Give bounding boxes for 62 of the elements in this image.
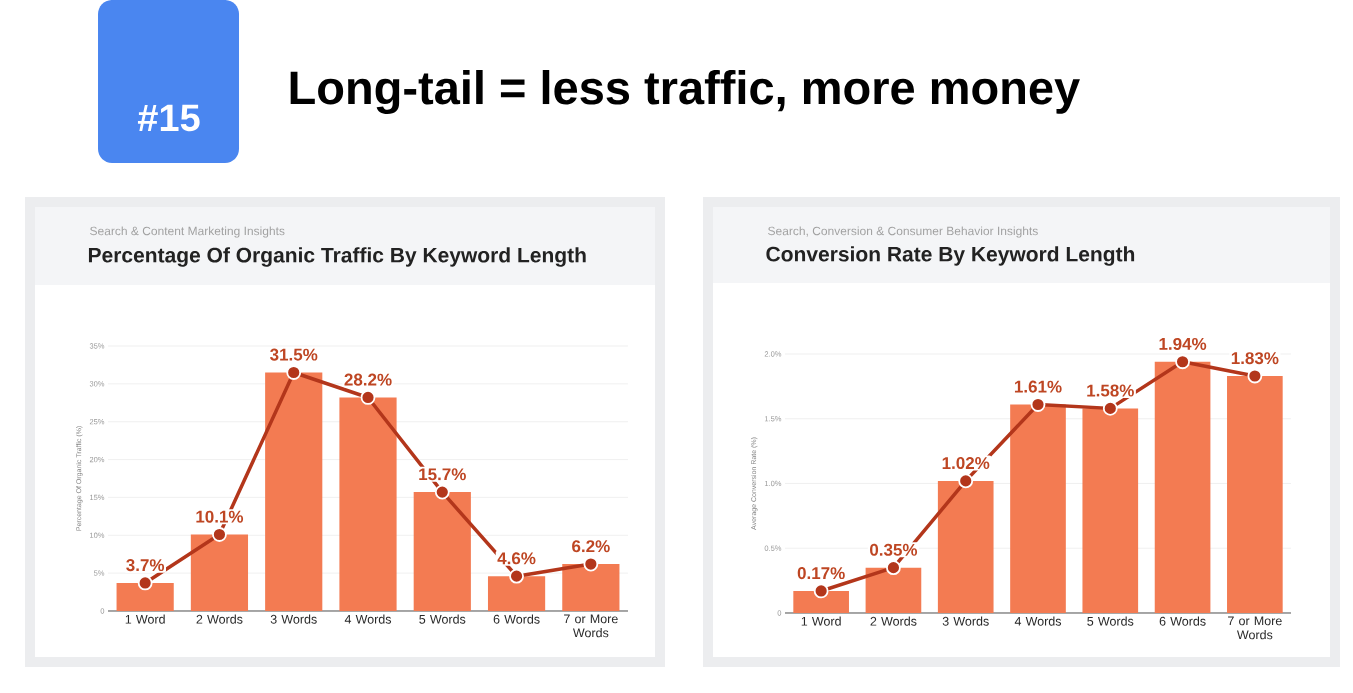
chart-subtitle: Search & Content Marketing Insights	[90, 226, 285, 238]
bar	[793, 590, 849, 613]
x-tick-label: 2 Words	[870, 616, 917, 626]
x-tick-label: 2 Words	[196, 614, 243, 624]
point	[813, 583, 829, 599]
bar	[562, 564, 620, 611]
x-tick-label: 7 or More Words	[564, 614, 618, 638]
point	[886, 560, 901, 576]
bar	[413, 492, 471, 611]
data-label: 1.58%	[1087, 384, 1134, 397]
point	[212, 527, 227, 542]
bar	[116, 582, 174, 611]
data-label: 1.83%	[1231, 352, 1279, 365]
point	[137, 575, 153, 591]
chart-title: Percentage Of Organic Traffic By Keyword Length	[88, 247, 586, 267]
data-label: 31.5%	[270, 348, 318, 361]
bar	[1010, 404, 1066, 613]
point	[434, 484, 450, 500]
data-label: 4.6%	[497, 552, 536, 565]
x-tick-label: 1 Word	[801, 616, 841, 626]
data-label: 1.02%	[942, 457, 990, 470]
data-label: 15.7%	[419, 468, 466, 481]
x-tick-label: 1 Word	[125, 614, 165, 624]
data-label: 0.35%	[870, 543, 918, 556]
bar	[265, 372, 323, 611]
x-tick-label: 6 Words	[493, 614, 540, 624]
data-label: 1.94%	[1159, 337, 1207, 350]
point	[958, 473, 974, 489]
bar	[339, 397, 397, 611]
data-label: 6.2%	[572, 540, 610, 553]
point	[1030, 397, 1046, 412]
x-tick-label: 6 Words	[1159, 616, 1206, 626]
x-tick-label: 5 Words	[1087, 616, 1134, 626]
data-label: 0.17%	[797, 567, 845, 580]
point	[1102, 400, 1118, 416]
bar	[487, 576, 546, 611]
point	[1175, 354, 1190, 370]
x-tick-label: 5 Words	[419, 614, 466, 624]
text: Long-tail = less traffic, more money	[290, 69, 1080, 114]
bar	[1082, 408, 1139, 613]
data-label: 3.7%	[126, 559, 165, 572]
point	[360, 390, 376, 405]
chart-subtitle: Search, Conversion & Consumer Behavior Insights	[768, 226, 1038, 238]
point	[1247, 368, 1263, 384]
point	[286, 365, 302, 380]
x-tick-label: 3 Words	[270, 614, 317, 624]
bar	[190, 534, 249, 611]
bar	[865, 567, 922, 613]
bar	[1227, 376, 1283, 613]
x-tick-label: 7 or More Words	[1228, 616, 1282, 640]
point	[583, 556, 599, 572]
data-label: 1.61%	[1014, 380, 1062, 393]
x-tick-label: 4 Words	[344, 614, 392, 624]
data-label: 10.1%	[196, 510, 244, 523]
x-tick-label: 3 Words	[942, 616, 989, 626]
bar	[1154, 361, 1211, 613]
chart-title: Conversion Rate By Keyword Length	[766, 246, 1135, 266]
bar	[937, 480, 994, 613]
data-label: 28.2%	[344, 373, 392, 386]
x-tick-label: 4 Words	[1014, 616, 1062, 626]
point	[509, 568, 524, 584]
text: #15	[137, 104, 200, 132]
